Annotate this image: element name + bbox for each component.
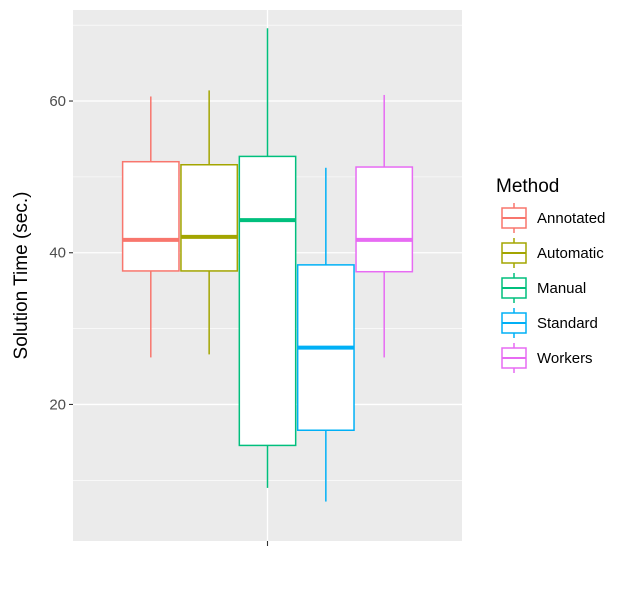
box-annotated [121, 96, 180, 358]
iqr-box [238, 155, 297, 447]
legend: Method Annotated Automatic Manual Standard Wo… [496, 176, 605, 373]
legend-label: Manual [537, 280, 586, 297]
box-workers [355, 94, 414, 358]
box-standard [296, 167, 355, 502]
iqr-box [180, 163, 239, 272]
legend-label: Standard [537, 315, 598, 332]
y-tick-label: 20 [49, 396, 66, 413]
y-tick-label: 60 [49, 93, 66, 110]
legend-item-annotated: Annotated [501, 203, 605, 233]
legend-label: Automatic [537, 245, 604, 262]
legend-item-standard: Standard [501, 308, 598, 338]
y-tick-label: 40 [49, 245, 66, 262]
box-manual [238, 28, 297, 488]
box-series [121, 28, 414, 502]
iqr-box [355, 166, 414, 273]
box-automatic [180, 90, 239, 355]
legend-label: Workers [537, 350, 593, 367]
legend-label: Annotated [537, 210, 605, 227]
legend-item-manual: Manual [501, 273, 586, 303]
legend-title: Method [496, 176, 559, 197]
legend-item-workers: Workers [501, 343, 593, 373]
iqr-box [121, 160, 180, 272]
axes: 20 40 60 [49, 93, 269, 546]
legend-item-automatic: Automatic [501, 238, 604, 268]
y-axis-title: Solution Time (sec.) [11, 192, 32, 360]
